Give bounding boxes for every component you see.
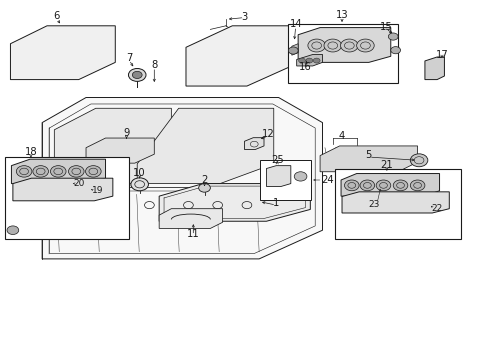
Circle shape <box>16 166 32 177</box>
Circle shape <box>131 178 148 191</box>
Circle shape <box>390 46 400 54</box>
Circle shape <box>298 58 305 63</box>
Circle shape <box>85 166 101 177</box>
Circle shape <box>392 180 407 191</box>
Text: 19: 19 <box>91 186 103 195</box>
Text: 20: 20 <box>73 179 84 188</box>
Text: 14: 14 <box>289 19 302 29</box>
Polygon shape <box>13 178 113 201</box>
Text: 2: 2 <box>201 175 207 185</box>
Polygon shape <box>42 98 322 259</box>
Circle shape <box>313 58 320 63</box>
Polygon shape <box>341 192 448 213</box>
Bar <box>334 169 461 239</box>
Circle shape <box>324 39 341 52</box>
Circle shape <box>409 180 424 191</box>
Polygon shape <box>159 209 222 228</box>
Bar <box>4 157 129 239</box>
Text: 23: 23 <box>367 200 379 209</box>
Circle shape <box>68 166 84 177</box>
Polygon shape <box>185 26 293 86</box>
Circle shape <box>359 180 374 191</box>
Text: 16: 16 <box>299 62 311 72</box>
Text: 5: 5 <box>365 150 371 160</box>
Polygon shape <box>54 108 171 184</box>
Text: 22: 22 <box>430 204 442 213</box>
Polygon shape <box>137 108 273 184</box>
Text: 24: 24 <box>321 175 333 185</box>
Polygon shape <box>10 26 115 80</box>
Text: 10: 10 <box>133 168 146 178</box>
Circle shape <box>387 33 397 40</box>
Circle shape <box>356 39 373 52</box>
Circle shape <box>344 180 358 191</box>
Circle shape <box>375 180 390 191</box>
Circle shape <box>305 58 312 63</box>
Text: 12: 12 <box>261 129 274 139</box>
Circle shape <box>33 166 48 177</box>
Circle shape <box>288 47 298 54</box>
Polygon shape <box>298 28 390 62</box>
Circle shape <box>294 172 306 181</box>
Text: 21: 21 <box>380 160 392 170</box>
Text: 9: 9 <box>123 129 129 138</box>
Text: 8: 8 <box>151 60 157 70</box>
Text: 18: 18 <box>24 147 37 157</box>
Bar <box>260 160 311 200</box>
Circle shape <box>307 39 325 52</box>
Text: 7: 7 <box>125 53 132 63</box>
Text: 3: 3 <box>241 12 247 22</box>
Text: 6: 6 <box>54 11 60 21</box>
Circle shape <box>128 68 146 81</box>
Polygon shape <box>340 174 439 196</box>
Polygon shape <box>244 138 264 149</box>
Circle shape <box>50 166 66 177</box>
Polygon shape <box>266 166 290 186</box>
Text: 11: 11 <box>186 229 199 239</box>
Circle shape <box>340 39 357 52</box>
Polygon shape <box>291 44 298 55</box>
Text: 13: 13 <box>335 10 347 20</box>
Polygon shape <box>424 57 444 80</box>
Polygon shape <box>11 159 105 184</box>
Circle shape <box>198 184 210 192</box>
Text: 1: 1 <box>272 198 279 208</box>
Polygon shape <box>159 184 310 221</box>
Polygon shape <box>86 138 154 163</box>
Polygon shape <box>320 146 417 172</box>
Bar <box>288 24 397 83</box>
Text: 15: 15 <box>379 22 391 32</box>
Text: 4: 4 <box>338 131 345 141</box>
Circle shape <box>7 226 19 234</box>
Text: 25: 25 <box>270 155 283 165</box>
Circle shape <box>409 154 427 167</box>
Polygon shape <box>296 54 322 66</box>
Circle shape <box>132 71 142 78</box>
Text: 17: 17 <box>435 50 447 60</box>
